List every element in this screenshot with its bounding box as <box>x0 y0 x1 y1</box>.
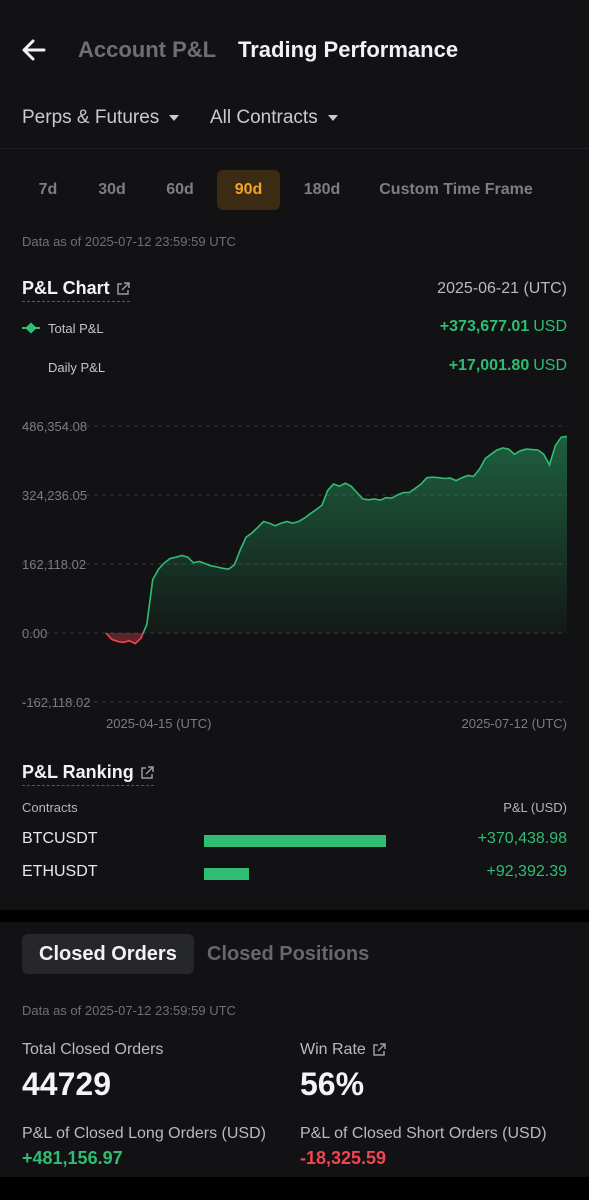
pl-area-chart[interactable]: 486,354.08 324,236.05 162,118.02 0.00 -162,1… <box>0 410 589 740</box>
tab-trading-performance[interactable]: Trading Performance <box>238 37 459 62</box>
pl-ranking-title[interactable]: P&L Ranking <box>22 762 154 786</box>
contracts-filter-label: All Contracts <box>210 107 318 128</box>
long-orders-pl-value: +481,156.97 <box>22 1148 123 1168</box>
pl-ranking-title-text: P&L Ranking <box>22 762 134 782</box>
period-90d[interactable]: 90d <box>217 170 280 210</box>
ranking-contract-name: BTCUSDT <box>22 830 98 847</box>
line-marker-icon <box>22 322 40 334</box>
external-link-icon <box>116 281 130 295</box>
pl-chart-title-text: P&L Chart <box>22 278 110 298</box>
daily-pl-unit: USD <box>533 357 567 374</box>
y-tick-label: 324,236.05 <box>22 488 87 503</box>
ranking-row: ETHUSDT +92,392.39 <box>22 863 567 885</box>
tab-closed-positions[interactable]: Closed Positions <box>207 943 370 965</box>
ranking-pl-value: +92,392.39 <box>486 863 567 880</box>
ranking-col-contracts: Contracts <box>22 800 78 815</box>
period-7d[interactable]: 7d <box>38 181 58 198</box>
pl-chart-title[interactable]: P&L Chart <box>22 278 130 302</box>
win-rate-label[interactable]: Win Rate <box>300 1041 386 1059</box>
period-60d[interactable]: 60d <box>166 181 194 198</box>
market-filter-label: Perps & Futures <box>22 107 160 128</box>
chart-selected-date: 2025-06-21 (UTC) <box>437 280 567 297</box>
performance-panel: Account P&L Trading Performance Perps & … <box>0 0 589 910</box>
total-closed-orders-label: Total Closed Orders <box>22 1041 164 1058</box>
win-rate-value: 56% <box>300 1066 365 1102</box>
legend-total-label: Total P&L <box>48 320 104 336</box>
legend-daily-pl: Daily P&L <box>48 357 105 377</box>
tab-account-pl[interactable]: Account P&L <box>78 37 217 62</box>
caret-down-icon <box>169 115 180 121</box>
period-selector: 7d 30d 60d 90d 180d Custom Time Frame <box>0 170 589 210</box>
pl-area-fill-positive <box>106 436 567 633</box>
y-tick-label: 162,118.02 <box>22 557 86 572</box>
total-closed-orders-value: 44729 <box>22 1066 111 1102</box>
market-filter-dropdown[interactable]: Perps & Futures <box>22 104 180 132</box>
y-tick-label: -162,118.02 <box>22 695 90 710</box>
external-link-icon <box>373 1043 386 1056</box>
caret-down-icon <box>327 115 338 121</box>
x-tick-label: 2025-04-15 (UTC) <box>106 716 212 731</box>
ranking-pl-value: +370,438.98 <box>477 830 567 847</box>
ranking-col-pl: P&L (USD) <box>503 800 567 815</box>
pl-line-positive <box>106 435 568 633</box>
daily-pl-number: +17,001.80 <box>448 357 530 374</box>
daily-pl-value: +17,001.80 USD <box>449 357 567 375</box>
data-as-of: Data as of 2025-07-12 23:59:59 UTC <box>22 234 236 249</box>
back-arrow-icon[interactable] <box>20 36 48 64</box>
legend-total-pl: Total P&L <box>22 318 104 338</box>
total-pl-value: +373,677.01 USD <box>440 318 567 336</box>
x-tick-label: 2025-07-12 (UTC) <box>462 716 568 731</box>
total-pl-number: +373,677.01 <box>439 318 530 335</box>
orders-data-as-of: Data as of 2025-07-12 23:59:59 UTC <box>22 1003 236 1018</box>
external-link-icon <box>140 765 154 779</box>
total-pl-unit: USD <box>533 318 567 335</box>
header: Account P&L Trading Performance <box>0 0 589 100</box>
divider <box>0 148 589 149</box>
long-orders-pl-label: P&L of Closed Long Orders (USD) <box>22 1125 266 1142</box>
ranking-bar <box>204 868 249 880</box>
ranking-row: BTCUSDT +370,438.98 <box>22 830 567 852</box>
contracts-filter-dropdown[interactable]: All Contracts <box>210 104 338 132</box>
period-custom[interactable]: Custom Time Frame <box>379 181 533 198</box>
period-180d[interactable]: 180d <box>303 181 341 198</box>
short-orders-pl-value: -18,325.59 <box>300 1148 387 1168</box>
y-tick-label: 486,354.08 <box>22 419 87 434</box>
ranking-bar <box>204 835 386 847</box>
tab-closed-orders[interactable]: Closed Orders <box>22 934 194 974</box>
win-rate-label-text: Win Rate <box>300 1041 366 1058</box>
y-tick-label: 0.00 <box>22 626 47 641</box>
legend-daily-label: Daily P&L <box>48 359 106 375</box>
short-orders-pl-label: P&L of Closed Short Orders (USD) <box>300 1125 547 1142</box>
ranking-contract-name: ETHUSDT <box>22 863 98 880</box>
period-30d[interactable]: 30d <box>98 181 126 198</box>
